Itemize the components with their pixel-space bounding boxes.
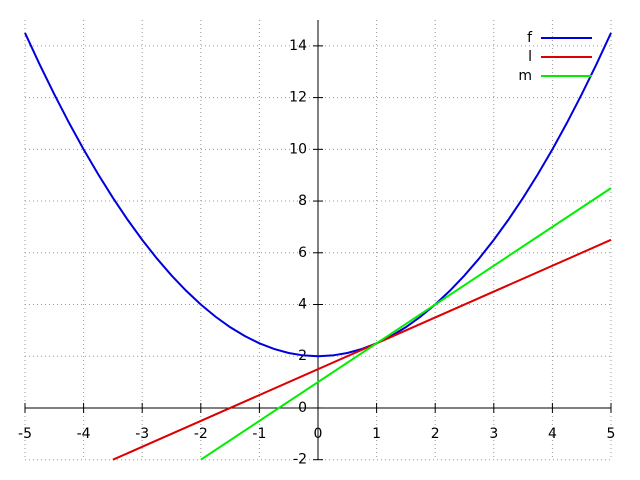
x-tick-label: -1 <box>252 426 266 442</box>
y-tick-label: 14 <box>289 38 307 54</box>
x-tick-label: 5 <box>607 426 616 442</box>
x-tick-label: 0 <box>314 426 323 442</box>
legend-label: m <box>518 68 532 84</box>
y-tick-label: 8 <box>298 193 307 209</box>
y-tick-label: 0 <box>298 400 307 416</box>
x-tick-label: 2 <box>431 426 440 442</box>
x-tick-label: 3 <box>489 426 498 442</box>
x-tick-label: 4 <box>548 426 557 442</box>
x-tick-label: -5 <box>18 426 32 442</box>
series-line <box>24 32 612 358</box>
series-line <box>200 187 612 461</box>
series-line <box>112 238 612 461</box>
x-tick-label: -4 <box>77 426 91 442</box>
legend-label: f <box>527 30 533 46</box>
y-tick-label: 4 <box>298 297 307 313</box>
legend-label: l <box>528 49 532 65</box>
x-tick-label: -2 <box>194 426 208 442</box>
y-tick-label: 10 <box>289 141 307 157</box>
x-tick-label: -3 <box>135 426 149 442</box>
y-tick-label: 12 <box>289 90 307 106</box>
y-tick-label: -2 <box>293 452 307 468</box>
y-tick-label: 6 <box>298 245 307 261</box>
x-tick-label: 1 <box>372 426 381 442</box>
